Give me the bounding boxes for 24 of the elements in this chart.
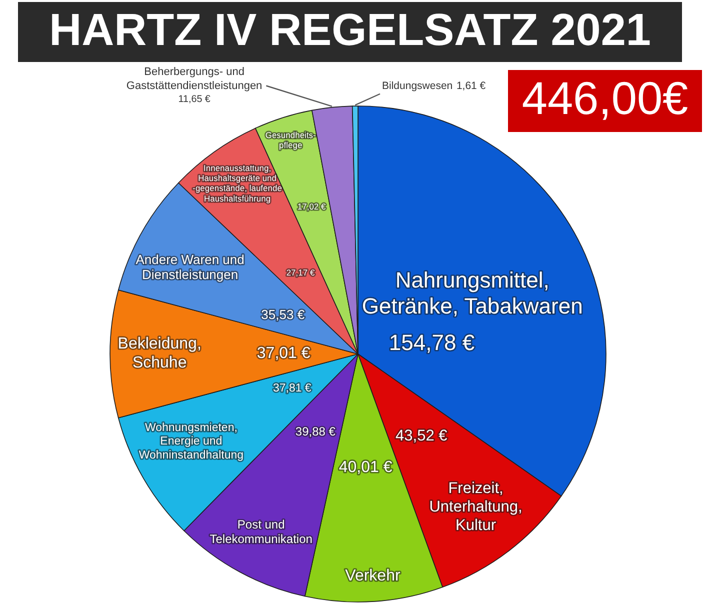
slice-label: Verkehr: [345, 568, 401, 585]
data-label: 1,61 €: [456, 80, 486, 92]
slice-label: Nahrungsmittel, Getränke, Tabakwaren: [362, 267, 583, 318]
data-label: 17,02 €: [297, 202, 326, 212]
data-label: 40,01 €: [338, 459, 392, 476]
data-label: 27,17 €: [286, 267, 315, 278]
data-label: 11,65 €: [178, 94, 211, 106]
slice-label: Bildungswesen: [382, 80, 453, 92]
data-label: 37,81 €: [272, 382, 312, 395]
data-label: 154,78 €: [388, 330, 475, 356]
slice-label: Beherbergungs- und Gaststättendienstleistungen: [126, 66, 262, 92]
chart-title: HARTZ IV REGELSATZ 2021: [49, 4, 651, 55]
slice-label: Andere Waren und Dienstleistungen: [136, 252, 244, 283]
slice-label: Wohnungsmieten, Energie und Wohninstandhaltung: [138, 422, 244, 462]
chart-subtitle: 446,00€: [522, 72, 688, 124]
slice-label: Freizeit, Unterhaltung, Kultur: [429, 480, 522, 534]
slice-label: Gesundheits- pflege: [265, 130, 316, 150]
data-label: 39,88 €: [295, 424, 336, 439]
data-label: 35,53 €: [261, 307, 306, 322]
slice-label: Post und Telekommunikation: [210, 518, 312, 546]
data-label: 43,52 €: [396, 428, 448, 445]
data-label: 37,01 €: [256, 345, 310, 362]
slice-label: Bekleidung, Schuhe: [118, 336, 202, 372]
slice-label: Innenausstattung, Haushaltsgeräte und -gegenstände, laufende Haushaltsführung: [192, 163, 282, 204]
